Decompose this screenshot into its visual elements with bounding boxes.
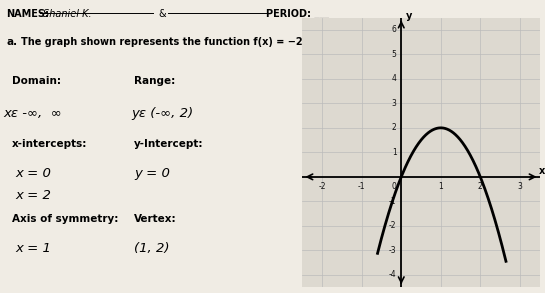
Text: -1: -1 [389,197,397,206]
Text: PERIOD: ___: PERIOD: ___ [265,9,329,19]
Text: -2: -2 [318,182,326,191]
Text: Domain:: Domain: [12,76,61,86]
Text: y-Intercept:: y-Intercept: [134,139,204,149]
Text: -1: -1 [358,182,366,191]
Text: x = 2: x = 2 [15,189,51,202]
Text: yε (-∞, 2): yε (-∞, 2) [131,107,193,120]
Text: x = 1: x = 1 [15,242,51,255]
Text: x: x [538,166,544,176]
Text: x = 0: x = 0 [15,167,51,180]
Text: 6: 6 [392,25,397,34]
Text: Axis of symmetry:: Axis of symmetry: [12,214,119,224]
Text: 3: 3 [392,99,397,108]
Text: (1, 2): (1, 2) [134,242,170,255]
Text: 4: 4 [392,74,397,83]
Text: -4: -4 [389,270,397,280]
Text: y = 0: y = 0 [134,167,170,180]
Text: &: & [159,9,166,19]
Text: xε -∞,  ∞: xε -∞, ∞ [3,107,62,120]
Text: Range:: Range: [134,76,175,86]
Text: 1: 1 [438,182,443,191]
Text: Shaniel K.: Shaniel K. [43,9,92,19]
Text: y: y [406,11,413,21]
Text: -3: -3 [389,246,397,255]
Text: The graph shown represents the function f(x) = −2x² + 4x.: The graph shown represents the function … [21,37,345,47]
Text: a.: a. [6,37,17,47]
Text: 3: 3 [517,182,522,191]
Text: NAMES:: NAMES: [6,9,49,19]
Text: Vertex:: Vertex: [134,214,177,224]
Text: 2: 2 [392,123,397,132]
Text: x-intercepts:: x-intercepts: [12,139,88,149]
Text: 2: 2 [478,182,483,191]
Text: 5: 5 [392,50,397,59]
Text: -2: -2 [389,222,397,230]
Text: 1: 1 [392,148,397,157]
Text: 0: 0 [392,182,397,191]
